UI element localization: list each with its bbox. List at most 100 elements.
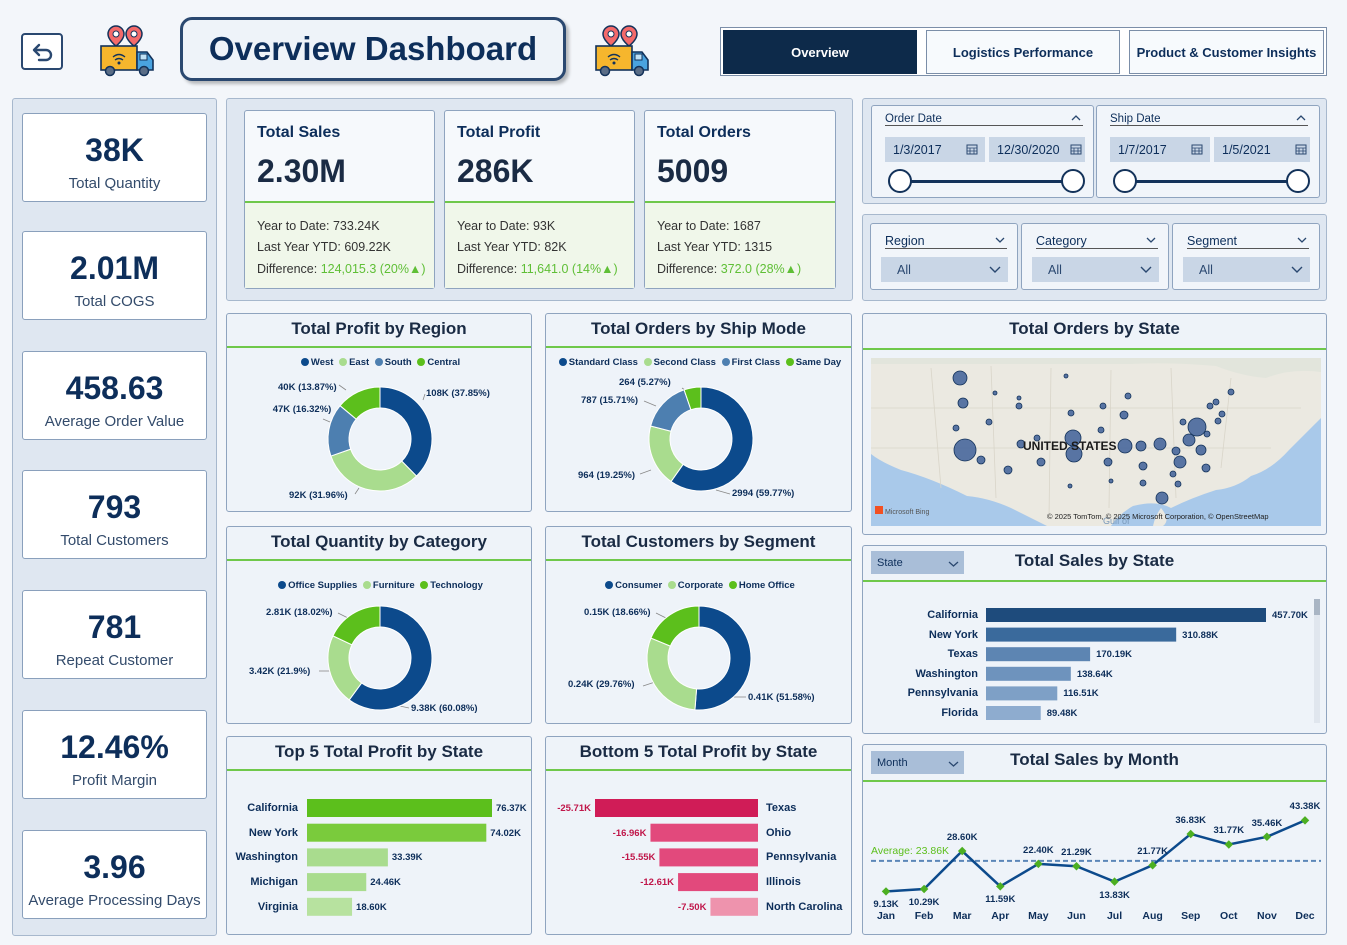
- bar[interactable]: [986, 706, 1041, 720]
- top5-bar-chart: [307, 799, 492, 916]
- chevron-down-icon[interactable]: [1291, 265, 1303, 274]
- order-date-label: Order Date: [885, 113, 1083, 126]
- order-date-slider-end-handle[interactable]: [1061, 169, 1085, 193]
- bar[interactable]: [986, 647, 1091, 662]
- bar[interactable]: [710, 897, 758, 916]
- category-dropdown[interactable]: All: [1032, 257, 1159, 282]
- scrollbar-thumb[interactable]: [1314, 599, 1320, 615]
- ship-date-from[interactable]: 1/7/2017: [1110, 137, 1210, 162]
- bar-category-label: Illinois: [766, 876, 801, 889]
- bar[interactable]: [307, 848, 388, 867]
- line-point[interactable]: [881, 887, 891, 896]
- chevron-up-icon[interactable]: [1071, 114, 1081, 122]
- donut-slice-east[interactable]: [330, 448, 418, 492]
- bar[interactable]: [307, 823, 487, 842]
- chevron-down-icon[interactable]: [989, 265, 1001, 274]
- donut-slice-west[interactable]: [379, 386, 433, 477]
- chevron-up-icon[interactable]: [1296, 114, 1306, 122]
- ship-date-to[interactable]: 1/5/2021: [1214, 137, 1310, 162]
- calendar-icon[interactable]: [1070, 143, 1082, 155]
- bar[interactable]: [986, 627, 1177, 642]
- bar-value-label: 24.46K: [370, 877, 401, 889]
- bar[interactable]: [650, 823, 758, 842]
- line-point[interactable]: [1262, 832, 1272, 842]
- calendar-icon[interactable]: [1191, 143, 1203, 155]
- bar-value-label: 170.19K: [1096, 649, 1133, 661]
- tab-overview[interactable]: Overview: [723, 30, 917, 74]
- ship-date-slider-start-handle[interactable]: [1113, 169, 1137, 193]
- order-date-from[interactable]: 1/3/2017: [885, 137, 985, 162]
- scrollbar-track[interactable]: [1314, 599, 1320, 723]
- donut-slice-office-supplies[interactable]: [348, 605, 433, 711]
- donut-slice-corporate[interactable]: [646, 637, 698, 711]
- legend-dot: [785, 358, 794, 366]
- card-value: 286K: [457, 153, 534, 189]
- chevron-down-icon[interactable]: [948, 760, 959, 768]
- donut-chart: [639, 386, 754, 495]
- x-tick-label: Apr: [991, 910, 1010, 922]
- chevron-down-icon[interactable]: [1146, 236, 1156, 244]
- ship-date-slider-track[interactable]: [1125, 180, 1299, 183]
- back-button[interactable]: [21, 33, 63, 70]
- region-dropdown[interactable]: All: [881, 257, 1008, 282]
- chevron-down-icon[interactable]: [1297, 236, 1307, 244]
- card-value: 5009: [657, 153, 729, 189]
- chevron-down-icon[interactable]: [995, 236, 1005, 244]
- data-label: 264 (5.27%): [619, 377, 671, 388]
- legend-label: Furniture: [372, 580, 415, 591]
- donut-slice-central[interactable]: [339, 386, 381, 420]
- chevron-down-icon[interactable]: [948, 560, 959, 568]
- donut-slice-consumer[interactable]: [694, 605, 752, 711]
- calendar-icon[interactable]: [966, 143, 978, 155]
- bar[interactable]: [986, 608, 1266, 622]
- chart-legend: Consumer Corporate Home Office: [546, 580, 851, 591]
- point-value-label: 9.13K: [873, 899, 899, 911]
- bar[interactable]: [659, 848, 758, 867]
- bar[interactable]: [678, 873, 758, 892]
- line-point[interactable]: [1072, 861, 1081, 871]
- card-title: Total Profit: [457, 124, 541, 141]
- point-value-label: 21.77K: [1137, 846, 1168, 858]
- state-field-dropdown[interactable]: State: [871, 551, 964, 574]
- donut-slice-furniture[interactable]: [327, 635, 363, 701]
- line-point[interactable]: [919, 884, 929, 894]
- bar[interactable]: [595, 799, 758, 817]
- kpi-repeat-customer: 781 Repeat Customer: [22, 590, 207, 679]
- line-point[interactable]: [1300, 816, 1310, 825]
- bar[interactable]: [986, 686, 1058, 701]
- line-point[interactable]: [1224, 840, 1234, 849]
- chart-title: Top 5 Total Profit by State: [227, 737, 531, 771]
- ship-date-slider-end-handle[interactable]: [1286, 169, 1310, 193]
- donut-slice-home-office[interactable]: [650, 605, 700, 647]
- bar-value-label: 310.88K: [1182, 629, 1219, 641]
- map-gulf-label: Gulf of: [1103, 516, 1130, 526]
- chevron-down-icon[interactable]: [1140, 265, 1152, 274]
- donut-slice-technology[interactable]: [332, 605, 381, 646]
- month-field-dropdown[interactable]: Month: [871, 751, 964, 774]
- order-date-slider-track[interactable]: [900, 180, 1074, 183]
- map-brand: Microsoft Bing: [885, 509, 929, 516]
- region-slicer: Region All: [870, 223, 1018, 290]
- order-date-to[interactable]: 12/30/2020: [989, 137, 1085, 162]
- calendar-icon[interactable]: [1295, 143, 1307, 155]
- donut-slice-standard-class[interactable]: [670, 386, 754, 492]
- tab-product-customer-insights[interactable]: Product & Customer Insights: [1129, 30, 1324, 74]
- bar[interactable]: [307, 897, 353, 916]
- order-date-slider-start-handle[interactable]: [888, 169, 912, 193]
- us-map[interactable]: UNITED STATES Gulf of Microsoft Bing © 2…: [871, 358, 1321, 526]
- tab-logistics-performance[interactable]: Logistics Performance: [926, 30, 1120, 74]
- card-last-ytd: Last Year YTD: 1315: [657, 240, 773, 254]
- bar[interactable]: [307, 873, 367, 892]
- segment-dropdown[interactable]: All: [1183, 257, 1310, 282]
- line-point[interactable]: [1110, 877, 1119, 886]
- kpi-total-quantity: 38K Total Quantity: [22, 113, 207, 202]
- x-tick-label: Oct: [1220, 910, 1238, 922]
- donut-slice-first-class[interactable]: [650, 389, 692, 432]
- bar[interactable]: [307, 799, 492, 817]
- legend-dot: [605, 581, 614, 589]
- legend-dot: [420, 581, 429, 589]
- bar[interactable]: [986, 666, 1071, 681]
- bar-category-label: North Carolina: [766, 900, 843, 913]
- point-value-label: 10.29K: [908, 897, 940, 909]
- donut-slice-same-day[interactable]: [683, 386, 702, 411]
